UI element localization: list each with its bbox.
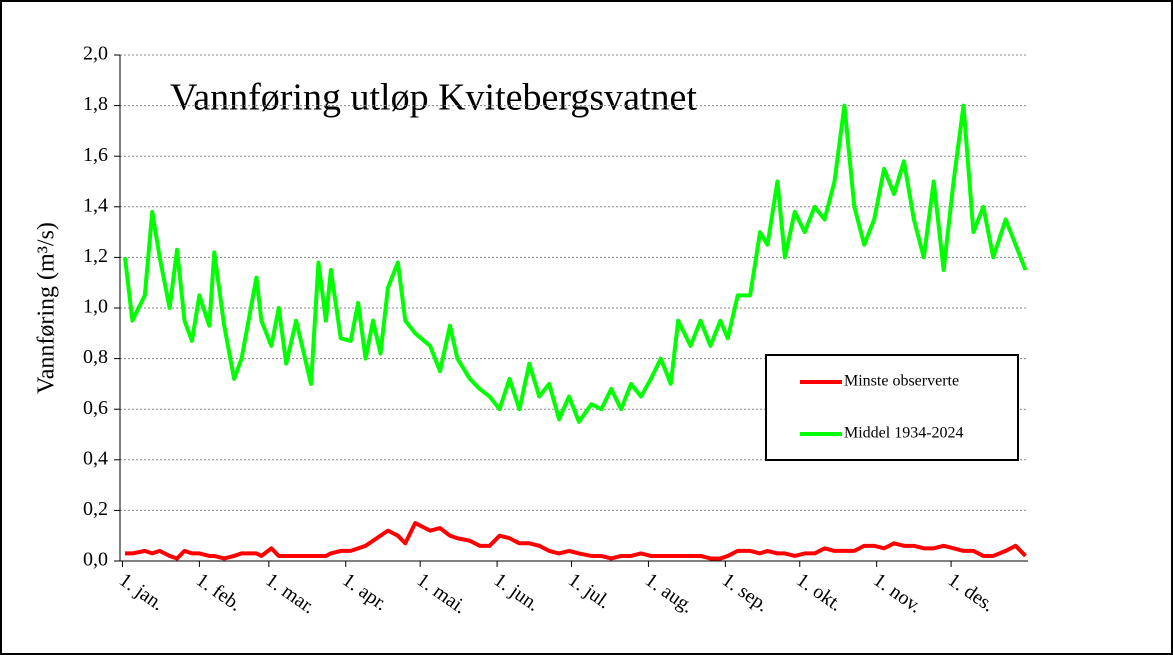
- y-tick-label: 1,6: [83, 144, 108, 166]
- legend-box: [765, 354, 1019, 461]
- y-tick-label: 0,8: [83, 346, 108, 368]
- y-tick-label: 2,0: [83, 43, 108, 65]
- y-tick-label: 1,8: [83, 93, 108, 115]
- y-tick-label: 1,2: [83, 245, 108, 267]
- data-line: [124, 521, 1027, 561]
- chart-title: Vannføring utløp Kvitebergsvatnet: [170, 77, 697, 119]
- y-tick-label: 0,0: [83, 549, 108, 571]
- y-tick-label: 1,0: [83, 296, 108, 318]
- legend-label: Middel 1934-2024: [844, 425, 964, 442]
- y-tick-label: 0,6: [83, 397, 108, 419]
- legend-label: Minste observerte: [844, 373, 959, 390]
- y-axis-label: Vannføring (m³/s): [34, 222, 60, 394]
- data-line: [122, 103, 1028, 424]
- y-tick-label: 1,4: [83, 194, 108, 216]
- y-tick-label: 0,2: [83, 498, 108, 520]
- y-tick-label: 0,4: [83, 447, 108, 469]
